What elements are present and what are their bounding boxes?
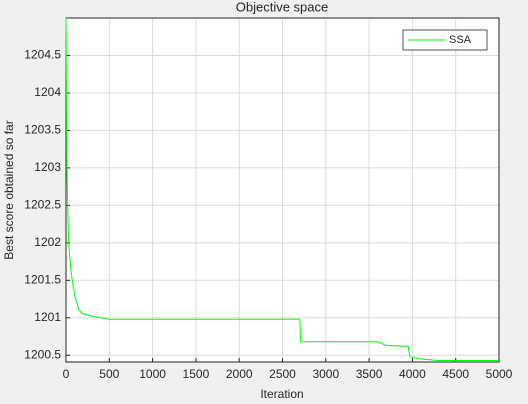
y-tick-label: 1201.5 — [24, 272, 61, 286]
x-tick-label: 2000 — [226, 367, 253, 381]
y-tick-label: 1202.5 — [24, 198, 61, 212]
x-tick-label: 5000 — [486, 367, 513, 381]
x-tick-label: 0 — [63, 367, 70, 381]
y-tick-label: 1204 — [34, 85, 61, 99]
x-tick-label: 3500 — [356, 367, 383, 381]
x-tick-label: 500 — [99, 367, 119, 381]
y-tick-label: 1202 — [34, 235, 61, 249]
x-tick-label: 2500 — [269, 367, 296, 381]
y-axis-label: Best score obtained so far — [2, 120, 16, 259]
legend-label: SSA — [449, 34, 472, 46]
x-tick-label: 4000 — [399, 367, 426, 381]
y-tick-label: 1203 — [34, 160, 61, 174]
axes-box — [65, 17, 500, 363]
chart-title: Objective space — [236, 0, 329, 14]
x-axis-label: Iteration — [260, 387, 303, 401]
x-tick-label: 4500 — [442, 367, 469, 381]
line-series — [65, 17, 499, 362]
x-tick-label: 3000 — [312, 367, 339, 381]
x-tick-label: 1500 — [183, 367, 210, 381]
y-tick-label: 1203.5 — [24, 123, 61, 137]
y-tick-label: 1201 — [34, 310, 61, 324]
x-tick-label: 1000 — [139, 367, 166, 381]
y-tick-label: 1200.5 — [24, 347, 61, 361]
y-tick-label: 1204.5 — [24, 48, 61, 62]
